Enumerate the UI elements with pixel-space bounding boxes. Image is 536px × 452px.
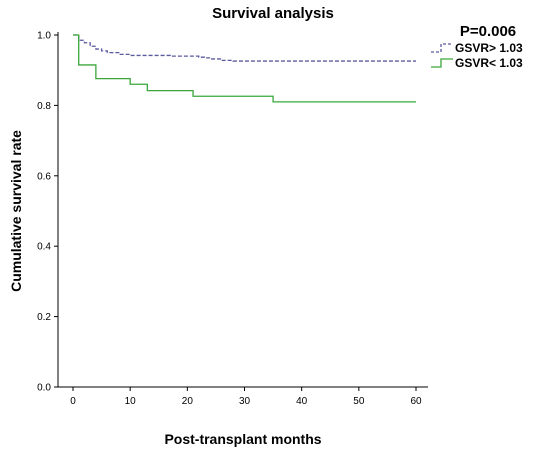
y-tick-label: 0.0	[37, 383, 51, 394]
legend-label-1: GSVR> 1.03	[455, 41, 523, 55]
x-tick-label: 10	[125, 396, 137, 407]
series-line-1	[73, 34, 416, 62]
x-tick-label: 0	[70, 396, 76, 407]
series-layer	[73, 34, 416, 103]
legend-swatch-1	[431, 43, 453, 53]
legend-label-2: GSVR< 1.03	[455, 56, 523, 70]
y-tick-label: 0.4	[37, 242, 51, 253]
x-axis-label: Post-transplant months	[164, 431, 321, 447]
x-tick-label: 50	[353, 396, 365, 407]
legend-swatch-2	[431, 58, 453, 68]
y-tick-label: 0.8	[37, 101, 51, 112]
y-tick-label: 0.2	[37, 312, 51, 323]
x-tick-label: 30	[239, 396, 251, 407]
p-value-annotation: P=0.006	[460, 23, 516, 40]
y-axis-label: Cumulative survival rate	[8, 130, 24, 292]
y-tick-label: 0.6	[37, 171, 51, 182]
x-tick-label: 20	[182, 396, 194, 407]
chart-title: Survival analysis	[212, 5, 334, 22]
x-tick-label: 40	[296, 396, 308, 407]
axes: 0.0 0.2 0.4 0.6 0.8 1.0 0 10 20 30 40 50 60	[37, 31, 428, 407]
series-line-2	[73, 34, 416, 103]
y-tick-label: 1.0	[37, 31, 51, 42]
x-tick-label: 60	[410, 396, 422, 407]
